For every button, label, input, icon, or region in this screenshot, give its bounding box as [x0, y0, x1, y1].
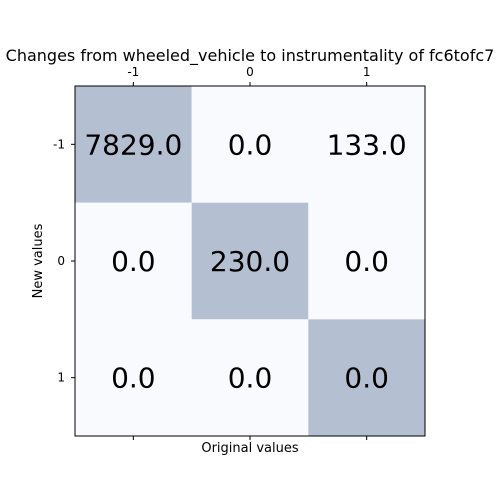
- heatmap-cell: [191, 86, 309, 203]
- heatmap-cell: [191, 202, 309, 320]
- cell-value-label: 0.0: [228, 362, 273, 395]
- heatmap-cells: [75, 86, 425, 436]
- heatmap-cell: [308, 202, 425, 320]
- y-tick-label: -1: [53, 137, 65, 151]
- chart-title: Changes from wheeled_vehicle to instrume…: [6, 46, 495, 66]
- cell-value-label: 230.0: [210, 245, 290, 278]
- cell-value-label: 0.0: [344, 245, 389, 278]
- x-axis-label: Original values: [201, 441, 299, 456]
- x-tick-label: 1: [363, 65, 371, 79]
- cell-value-label: 133.0: [327, 128, 407, 161]
- heatmap-cell: [75, 319, 192, 436]
- cell-value-label: 7829.0: [84, 128, 182, 161]
- axis-ticks: -1 0 1 -1 0 1: [53, 65, 370, 440]
- x-tick-label: -1: [127, 65, 139, 79]
- cell-value-label: 0.0: [111, 245, 156, 278]
- y-tick-label: 1: [57, 371, 65, 385]
- y-axis-label: New values: [31, 223, 46, 298]
- heatmap-cell: [191, 319, 309, 436]
- cell-value-label: 0.0: [228, 128, 273, 161]
- heatmap-cell: [75, 202, 192, 320]
- cell-labels: 7829.0 0.0 133.0 0.0 230.0 0.0 0.0 0.0 0.0: [84, 128, 406, 394]
- x-tick-label: 0: [246, 65, 254, 79]
- cell-value-label: 0.0: [111, 362, 156, 395]
- heatmap-cell: [308, 86, 425, 203]
- heatmap-cell: [75, 86, 192, 203]
- y-tick-label: 0: [57, 254, 65, 268]
- cell-value-label: 0.0: [344, 362, 389, 395]
- heatmap-cell: [308, 319, 425, 436]
